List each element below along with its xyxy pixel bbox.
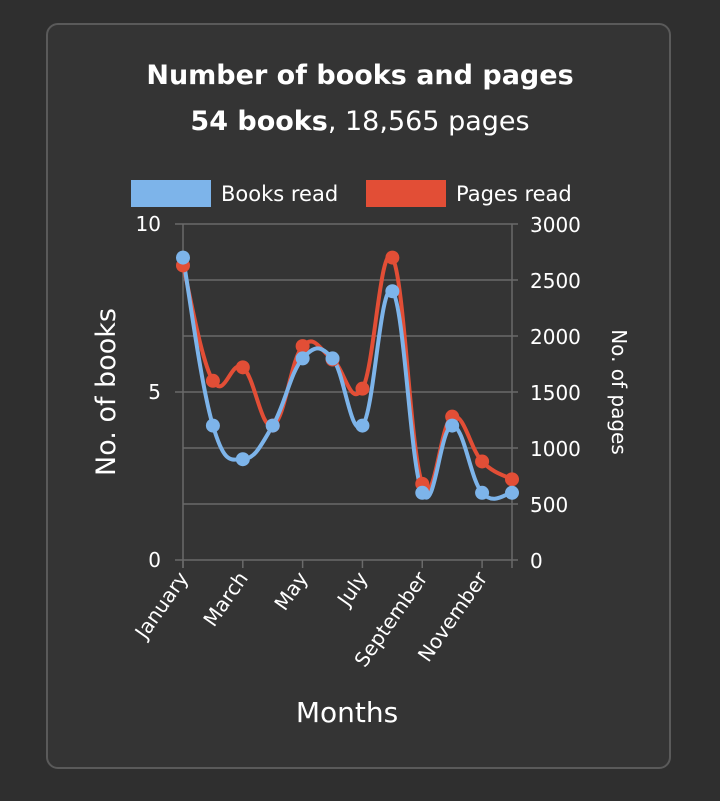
y-right-tick-label: 1000 — [530, 437, 581, 461]
data-point-books — [445, 418, 460, 433]
data-point-pages — [205, 373, 220, 388]
data-point-books — [505, 485, 519, 500]
y-right-tick-label: 0 — [530, 549, 543, 573]
data-point-pages — [475, 454, 490, 469]
x-tick-label: May — [269, 567, 312, 615]
y-right-tick-label: 3000 — [530, 213, 581, 237]
data-point-pages — [355, 381, 370, 396]
chart-subtitle: 54 books, 18,565 pages — [0, 106, 720, 137]
y-right-tick-label: 1500 — [530, 381, 581, 405]
data-point-pages — [385, 250, 400, 265]
y-right-tick-label: 500 — [530, 493, 568, 517]
data-point-books — [176, 250, 190, 265]
x-tick-label: March — [198, 567, 253, 631]
x-tick-label: July — [331, 567, 373, 612]
series-line-books — [181, 257, 513, 501]
series-line-pages — [181, 253, 514, 493]
axes: 0 500 1000 1500 2000 2500 3000 0 5 10 January March… — [129, 212, 581, 671]
data-point-pages — [505, 472, 519, 487]
legend-swatch — [131, 180, 211, 207]
subtitle-pages: , 18,565 pages — [327, 106, 530, 137]
data-point-books — [295, 351, 310, 366]
y-left-tick-label: 5 — [148, 380, 161, 404]
grid-lines — [183, 223, 518, 561]
legend-label: Pages read — [456, 182, 572, 206]
y-right-tick-label: 2000 — [530, 325, 581, 349]
series-points — [176, 250, 519, 500]
legend: Books read Pages read — [131, 180, 572, 207]
data-point-books — [235, 452, 250, 467]
legend-label: Books read — [221, 182, 338, 206]
data-point-books — [355, 418, 370, 433]
data-point-books — [205, 418, 220, 433]
data-point-books — [415, 485, 430, 500]
data-point-books — [265, 418, 280, 433]
y-left-tick-label: 0 — [148, 548, 161, 572]
data-point-books — [325, 351, 340, 366]
data-point-pages — [235, 360, 250, 375]
x-tick-label: January — [129, 567, 193, 645]
data-point-books — [385, 284, 400, 299]
chart-card — [46, 23, 671, 769]
subtitle-books: 54 books — [190, 106, 328, 137]
y-right-tick-label: 2500 — [530, 269, 581, 293]
legend-swatch — [366, 180, 446, 207]
y-axis-left-label: No. of books — [91, 308, 122, 476]
y-axis-right-label: No. of pages — [607, 329, 631, 455]
y-left-tick-label: 10 — [136, 212, 161, 236]
x-axis-label: Months — [296, 696, 398, 729]
chart-title: Number of books and pages — [146, 60, 574, 91]
data-point-pages — [295, 339, 310, 354]
series-lines — [181, 253, 514, 501]
data-point-books — [475, 485, 490, 500]
